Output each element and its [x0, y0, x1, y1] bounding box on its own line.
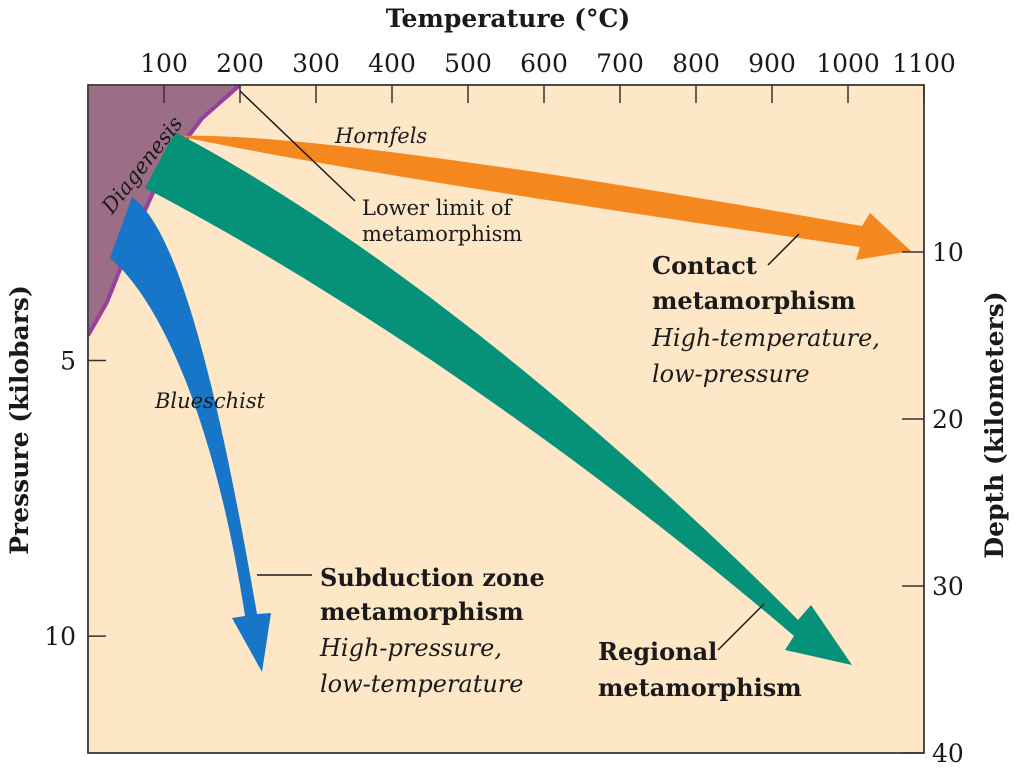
temperature-tick-label: 300	[292, 49, 340, 78]
lower-limit-line-2: metamorphism	[362, 222, 522, 246]
subduction-metamorphism-arrow	[110, 197, 271, 672]
blueschist-label: Blueschist	[154, 389, 266, 413]
subduction-title-line-1: Subduction zone	[320, 563, 545, 592]
pressure-tick-label: 10	[44, 622, 76, 651]
regional-leader-line	[717, 603, 765, 651]
depth-tick-label: 20	[932, 405, 964, 434]
temperature-tick-label: 400	[368, 49, 416, 78]
subduction-subtitle-line-1: High-pressure,	[319, 634, 502, 662]
hornfels-label: Hornfels	[334, 124, 427, 148]
lower-limit-line-1: Lower limit of	[362, 196, 514, 220]
contact-metamorphism-arrow	[178, 135, 911, 260]
lower-limit-leader-line	[239, 90, 356, 202]
temperature-tick-label: 800	[672, 49, 720, 78]
regional-title-line-1: Regional	[598, 637, 717, 666]
depth-tick-label: 30	[932, 572, 964, 601]
temperature-tick-label: 1000	[816, 49, 880, 78]
subduction-title-line-2: metamorphism	[320, 597, 524, 626]
temperature-tick-label: 100	[140, 49, 188, 78]
temperature-tick-label: 700	[596, 49, 644, 78]
temperature-tick-label: 900	[748, 49, 796, 78]
contact-title-line-1: Contact	[652, 251, 757, 280]
pressure-axis-ticks: 5 10	[44, 347, 106, 651]
depth-axis-title: Depth (kilometers)	[980, 291, 1009, 558]
contact-title-line-2: metamorphism	[652, 286, 856, 315]
contact-subtitle-line-2: low-pressure	[652, 360, 810, 388]
contact-leader-line	[767, 233, 800, 266]
depth-axis-ticks: 10 20 30 40	[902, 238, 964, 768]
temperature-tick-label: 600	[520, 49, 568, 78]
diagenesis-boundary-curve	[88, 85, 242, 337]
regional-title-line-2: metamorphism	[598, 673, 802, 702]
temperature-axis-ticks: 100 200 300 400 500 600 700 800 900 1000 1100	[140, 49, 956, 103]
contact-subtitle-line-1: High-temperature,	[651, 324, 880, 352]
depth-tick-label: 40	[932, 739, 964, 768]
subduction-subtitle-line-2: low-temperature	[320, 670, 524, 698]
pressure-axis-title: Pressure (kilobars)	[5, 285, 34, 555]
temperature-tick-label: 1100	[892, 49, 956, 78]
temperature-tick-label: 200	[216, 49, 264, 78]
depth-tick-label: 10	[932, 238, 964, 267]
regional-metamorphism-arrow	[145, 132, 852, 665]
pressure-tick-label: 5	[60, 347, 76, 376]
temperature-axis-title: Temperature (°C)	[386, 4, 630, 33]
diagenesis-region	[88, 85, 240, 336]
temperature-tick-label: 500	[444, 49, 492, 78]
